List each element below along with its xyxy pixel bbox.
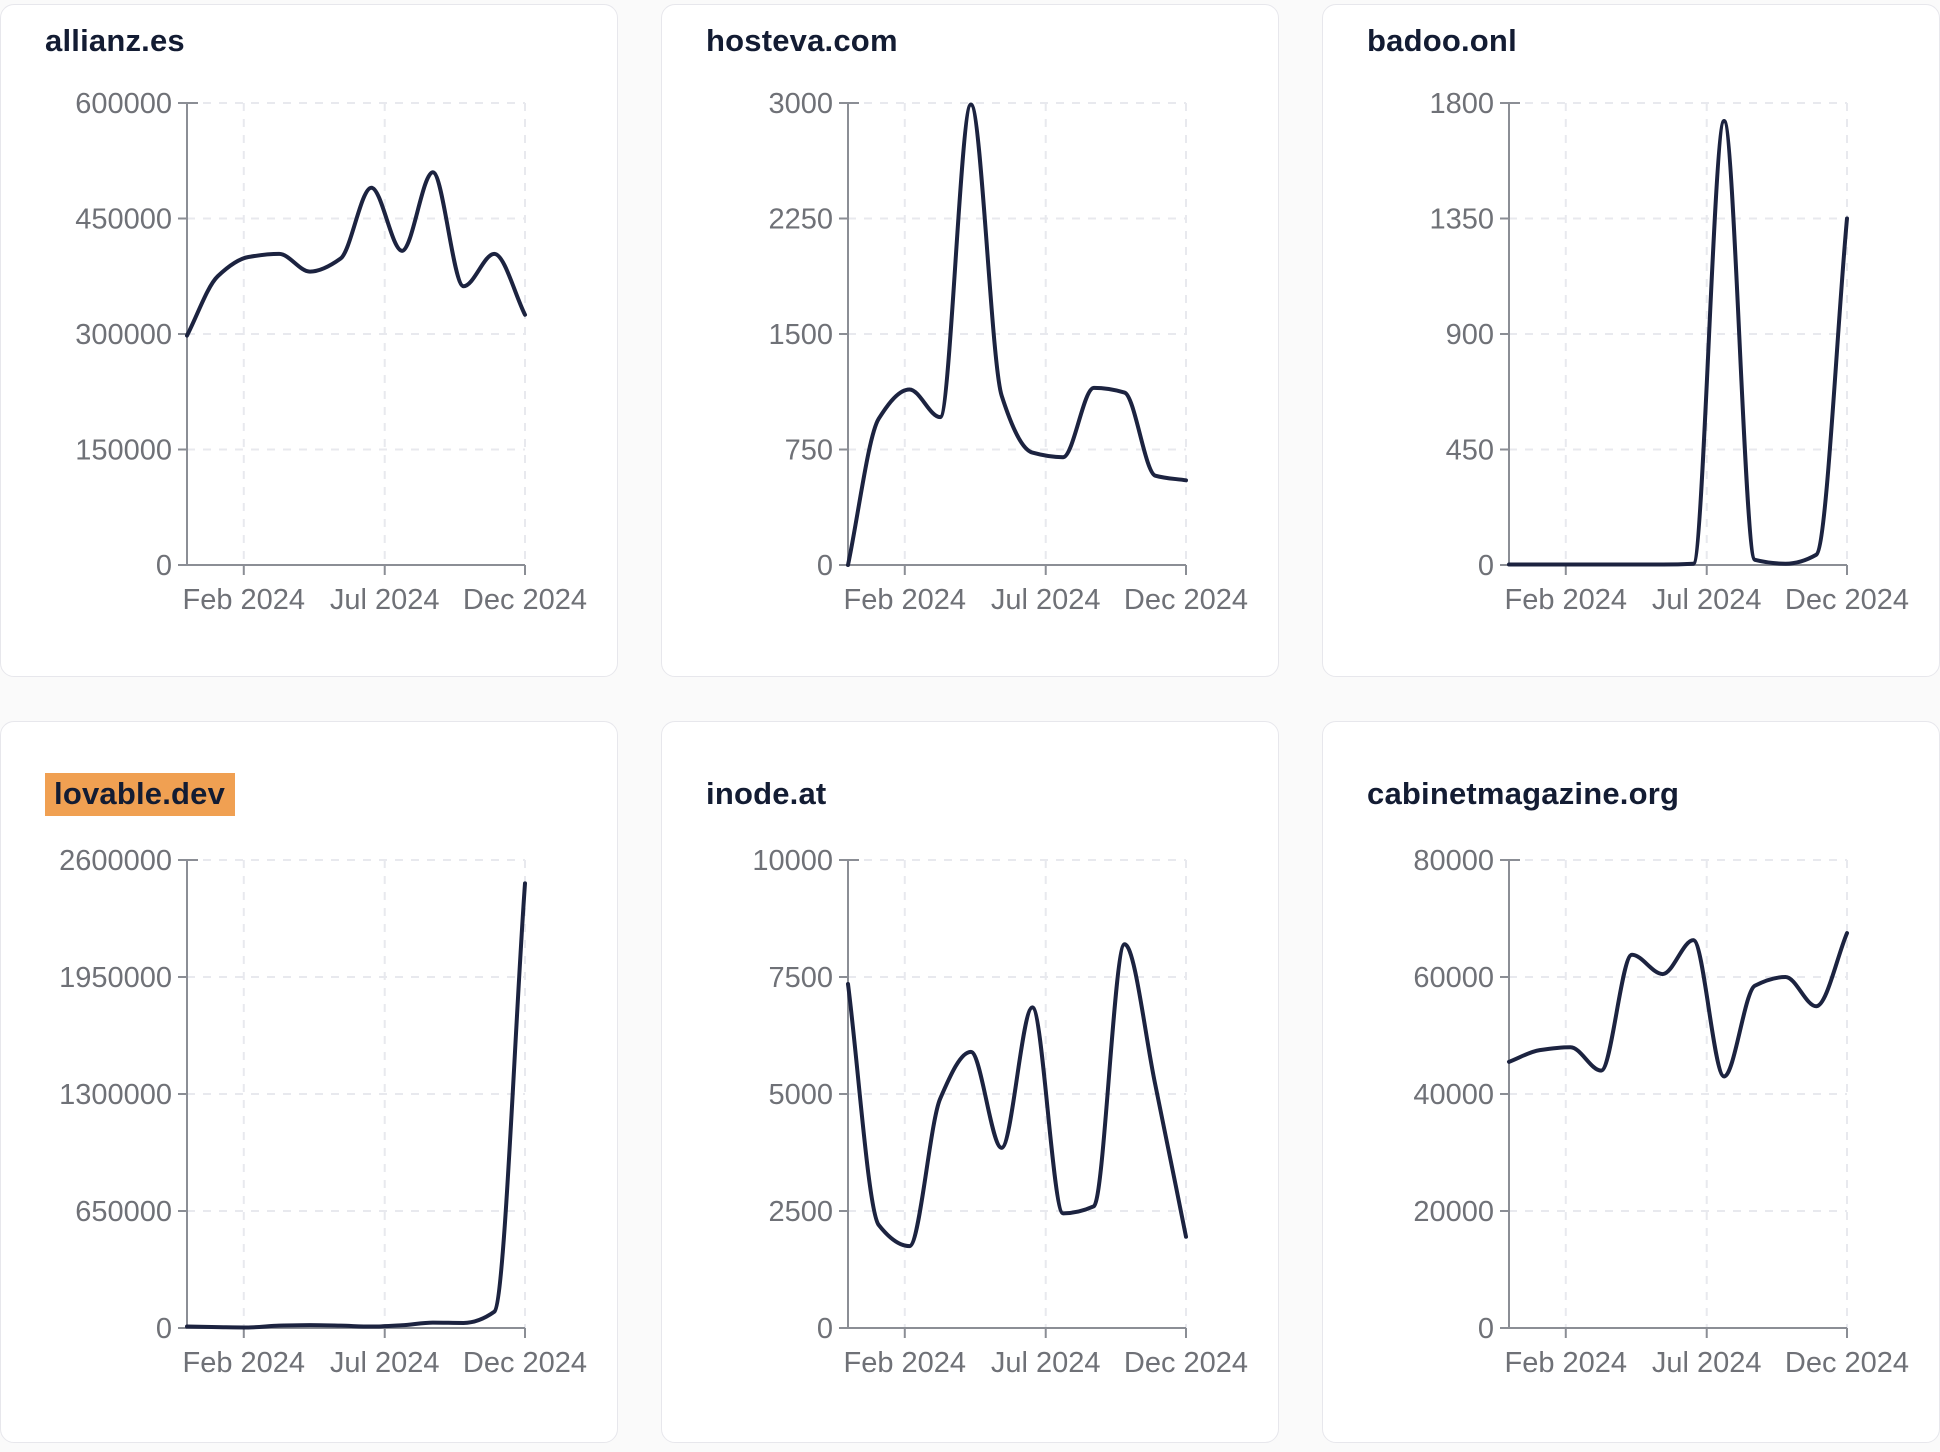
- x-tick-label: Dec 2024: [1124, 584, 1248, 616]
- line-chart: 0 20000 40000 60000 80000 Feb 2024 Jul 2024 Dec…: [1413, 845, 1909, 1379]
- x-tick-label: Jul 2024: [991, 1347, 1101, 1379]
- chart-card-hosteva-com: hosteva.com 0 750 1500 2250 3000 Feb 2024 Jul …: [661, 4, 1279, 677]
- chart-title-text: cabinetmagazine.org: [1367, 776, 1680, 811]
- y-tick-label: 450000: [75, 204, 172, 236]
- y-tick-label: 7500: [768, 962, 833, 994]
- x-tick-label: Dec 2024: [1124, 1347, 1248, 1379]
- chart-card-lovable-dev: lovable.dev 0 650000 1300000 1950000 2600000…: [0, 721, 618, 1443]
- x-tick-label: Jul 2024: [1652, 1347, 1762, 1379]
- series-line: [846, 942, 1188, 1249]
- y-tick-label: 0: [817, 550, 833, 582]
- y-tick-label: 1500: [768, 319, 833, 351]
- x-tick-label: Jul 2024: [991, 584, 1101, 616]
- x-tick-label: Feb 2024: [1505, 584, 1628, 616]
- series-line: [185, 170, 527, 338]
- chart-title-text: inode.at: [706, 776, 827, 811]
- series-line: [1507, 118, 1849, 567]
- chart-card-cabinetmagazine-org: cabinetmagazine.org 0 20000 40000 60000 8000…: [1322, 721, 1940, 1443]
- y-tick-label: 450: [1446, 435, 1494, 467]
- chart-title: badoo.onl: [1323, 5, 1939, 64]
- chart-title-text: hosteva.com: [706, 23, 898, 58]
- chart-title-text: lovable.dev: [45, 773, 236, 816]
- y-tick-label: 10000: [752, 845, 833, 877]
- x-tick-label: Feb 2024: [844, 584, 967, 616]
- y-tick-label: 20000: [1413, 1196, 1494, 1228]
- y-tick-label: 0: [156, 550, 172, 582]
- line-chart: 0 450 900 1350 1800 Feb 2024 Jul 2024 Dec 2024: [1429, 88, 1909, 616]
- x-tick-label: Dec 2024: [1785, 1347, 1909, 1379]
- series-line: [185, 881, 527, 1330]
- y-tick-label: 750: [785, 435, 833, 467]
- chart-card-badoo-onl: badoo.onl 0 450 900 1350 1800 Feb 2024 Jul 202…: [1322, 4, 1940, 677]
- y-tick-label: 0: [1478, 1313, 1494, 1345]
- y-tick-label: 2500: [768, 1196, 833, 1228]
- chart-title: hosteva.com: [662, 5, 1278, 64]
- y-tick-label: 60000: [1413, 962, 1494, 994]
- y-tick-label: 2250: [768, 204, 833, 236]
- y-tick-label: 600000: [75, 88, 172, 120]
- x-tick-label: Jul 2024: [330, 1347, 440, 1379]
- x-tick-label: Dec 2024: [463, 1347, 587, 1379]
- series-line: [1507, 931, 1849, 1079]
- y-tick-label: 900: [1446, 319, 1494, 351]
- y-tick-label: 1950000: [59, 962, 172, 994]
- chart-title: allianz.es: [1, 5, 617, 64]
- chart-title-text: badoo.onl: [1367, 23, 1517, 58]
- x-tick-label: Jul 2024: [1652, 584, 1762, 616]
- y-tick-label: 1300000: [59, 1079, 172, 1111]
- y-tick-label: 40000: [1413, 1079, 1494, 1111]
- x-tick-label: Feb 2024: [1505, 1347, 1628, 1379]
- line-chart: 0 750 1500 2250 3000 Feb 2024 Jul 2024 Dec 2024: [768, 88, 1248, 616]
- chart-card-allianz-es: allianz.es 0 150000 300000 450000 600000 Feb …: [0, 4, 618, 677]
- x-tick-label: Dec 2024: [1785, 584, 1909, 616]
- chart-card-inode-at: inode.at 0 2500 5000 7500 10000 Feb 2024 Jul 2…: [661, 721, 1279, 1443]
- chart-title: lovable.dev: [1, 722, 617, 817]
- y-tick-label: 0: [1478, 550, 1494, 582]
- x-tick-label: Feb 2024: [844, 1347, 967, 1379]
- series-line: [846, 102, 1188, 567]
- y-tick-label: 0: [156, 1313, 172, 1345]
- y-tick-label: 650000: [75, 1196, 172, 1228]
- y-tick-label: 0: [817, 1313, 833, 1345]
- x-tick-label: Dec 2024: [463, 584, 587, 616]
- y-tick-label: 1350: [1429, 204, 1494, 236]
- y-tick-label: 5000: [768, 1079, 833, 1111]
- y-tick-label: 150000: [75, 435, 172, 467]
- y-tick-label: 1800: [1429, 88, 1494, 120]
- y-tick-label: 300000: [75, 319, 172, 351]
- chart-title-text: allianz.es: [45, 23, 185, 58]
- y-tick-label: 3000: [768, 88, 833, 120]
- y-tick-label: 80000: [1413, 845, 1494, 877]
- x-tick-label: Jul 2024: [330, 584, 440, 616]
- chart-title: inode.at: [662, 722, 1278, 817]
- chart-title: cabinetmagazine.org: [1323, 722, 1939, 817]
- line-chart: 0 650000 1300000 1950000 2600000 Feb 2024 Jul …: [59, 845, 587, 1379]
- line-chart: 0 150000 300000 450000 600000 Feb 2024 Jul 202…: [75, 88, 587, 616]
- x-tick-label: Feb 2024: [183, 584, 306, 616]
- y-tick-label: 2600000: [59, 845, 172, 877]
- x-tick-label: Feb 2024: [183, 1347, 306, 1379]
- line-chart: 0 2500 5000 7500 10000 Feb 2024 Jul 2024 Dec 20…: [752, 845, 1248, 1379]
